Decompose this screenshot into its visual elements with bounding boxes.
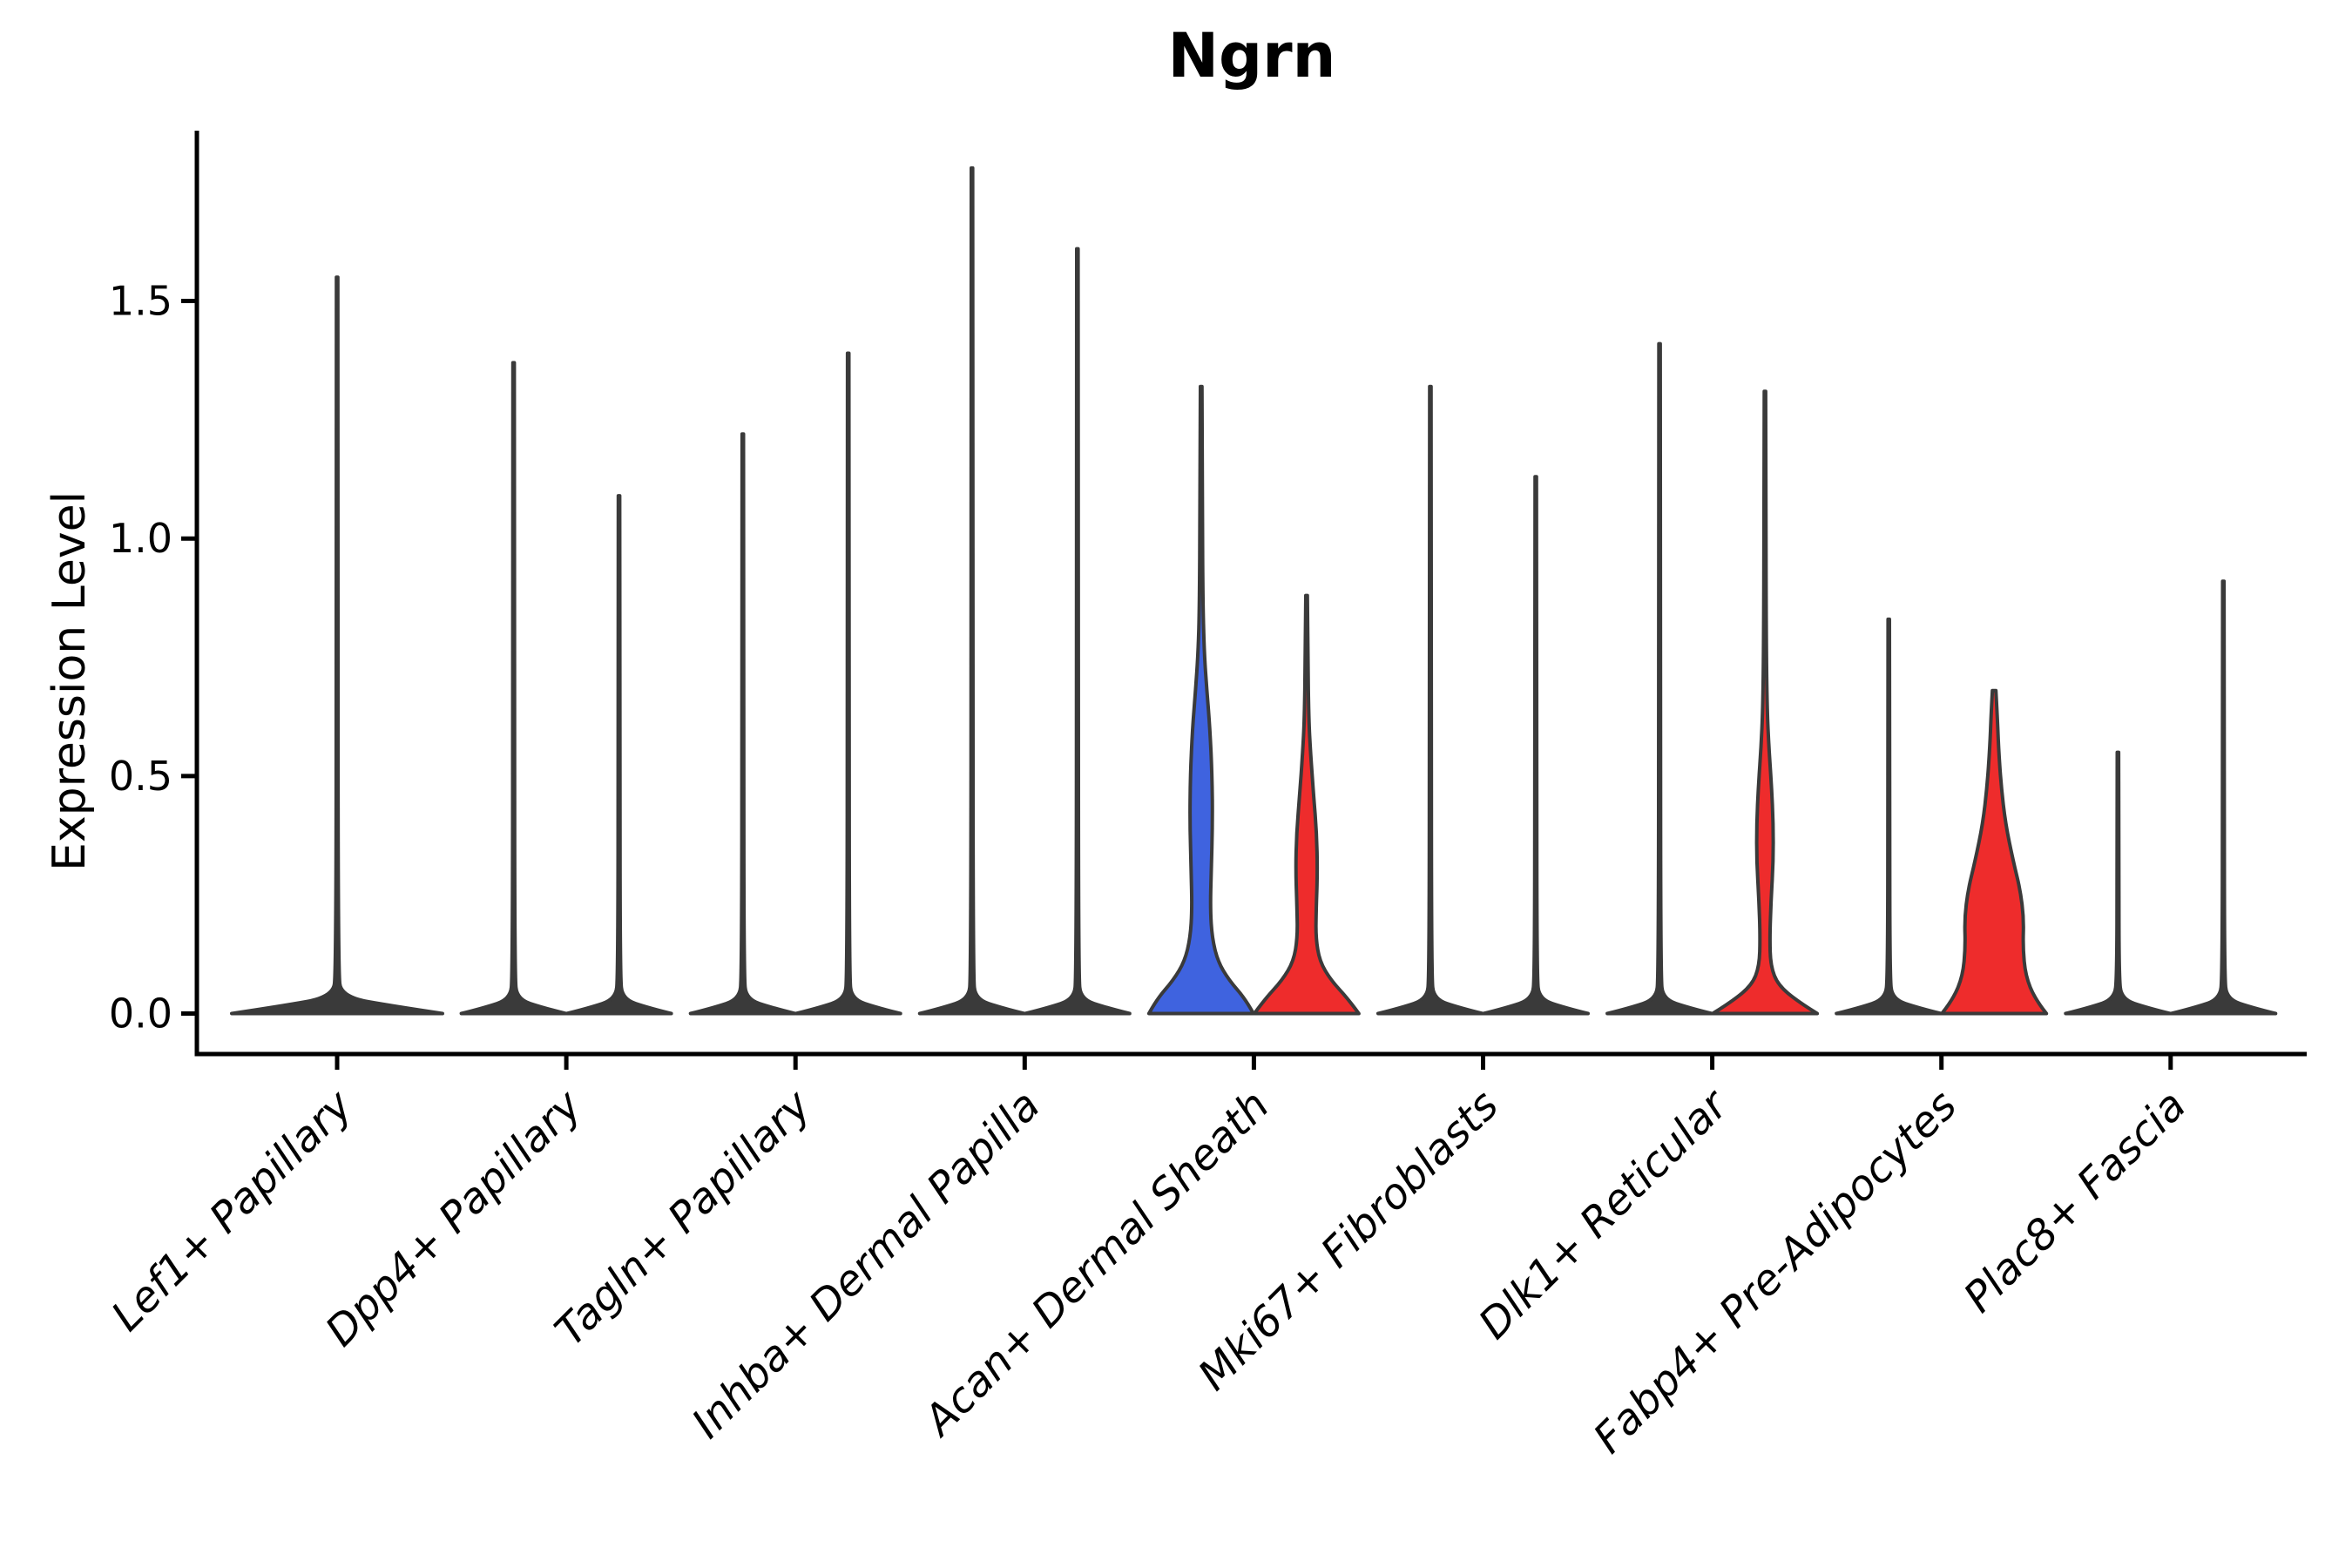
violin-shape [1023,247,1132,1016]
violin-shape [688,432,797,1016]
violin-shape [1711,389,1820,1016]
x-tick-label: Tagln+ Papillary [545,1080,821,1355]
violin-shape [2169,579,2278,1016]
violin-shape [459,361,568,1016]
violin-shape [1146,384,1255,1016]
violin-shape [1376,384,1484,1016]
violin-shape [2064,750,2173,1016]
y-tick-label: 0.0 [109,990,172,1037]
violin-shape [1835,617,1943,1016]
x-tick-label: Plac8+ Fascia [1955,1081,2196,1322]
x-tick-label: Dpp4+ Papillary [316,1080,591,1355]
violin-shape [1252,593,1361,1016]
y-tick-label: 0.5 [109,753,172,800]
violin-shape [1605,341,1714,1016]
chart-title: Ngrn [1167,20,1336,91]
violin-shape [564,494,673,1016]
x-tick-label: Lef1+ Papillary [102,1080,362,1341]
x-tick-label: Fabp4+ Pre-Adipocytes [1585,1081,1967,1463]
y-tick-label: 1.0 [109,515,172,562]
violin-shape [794,351,902,1016]
violin-shape [1482,475,1590,1016]
y-axis-label: Expression Level [44,490,96,872]
violin-shape [917,166,1026,1016]
y-tick-label: 1.5 [109,278,172,325]
violin-shape [230,275,444,1016]
violin-shape [1940,688,2049,1016]
x-tick-label: Dlk1+ Reticular [1470,1079,1740,1349]
